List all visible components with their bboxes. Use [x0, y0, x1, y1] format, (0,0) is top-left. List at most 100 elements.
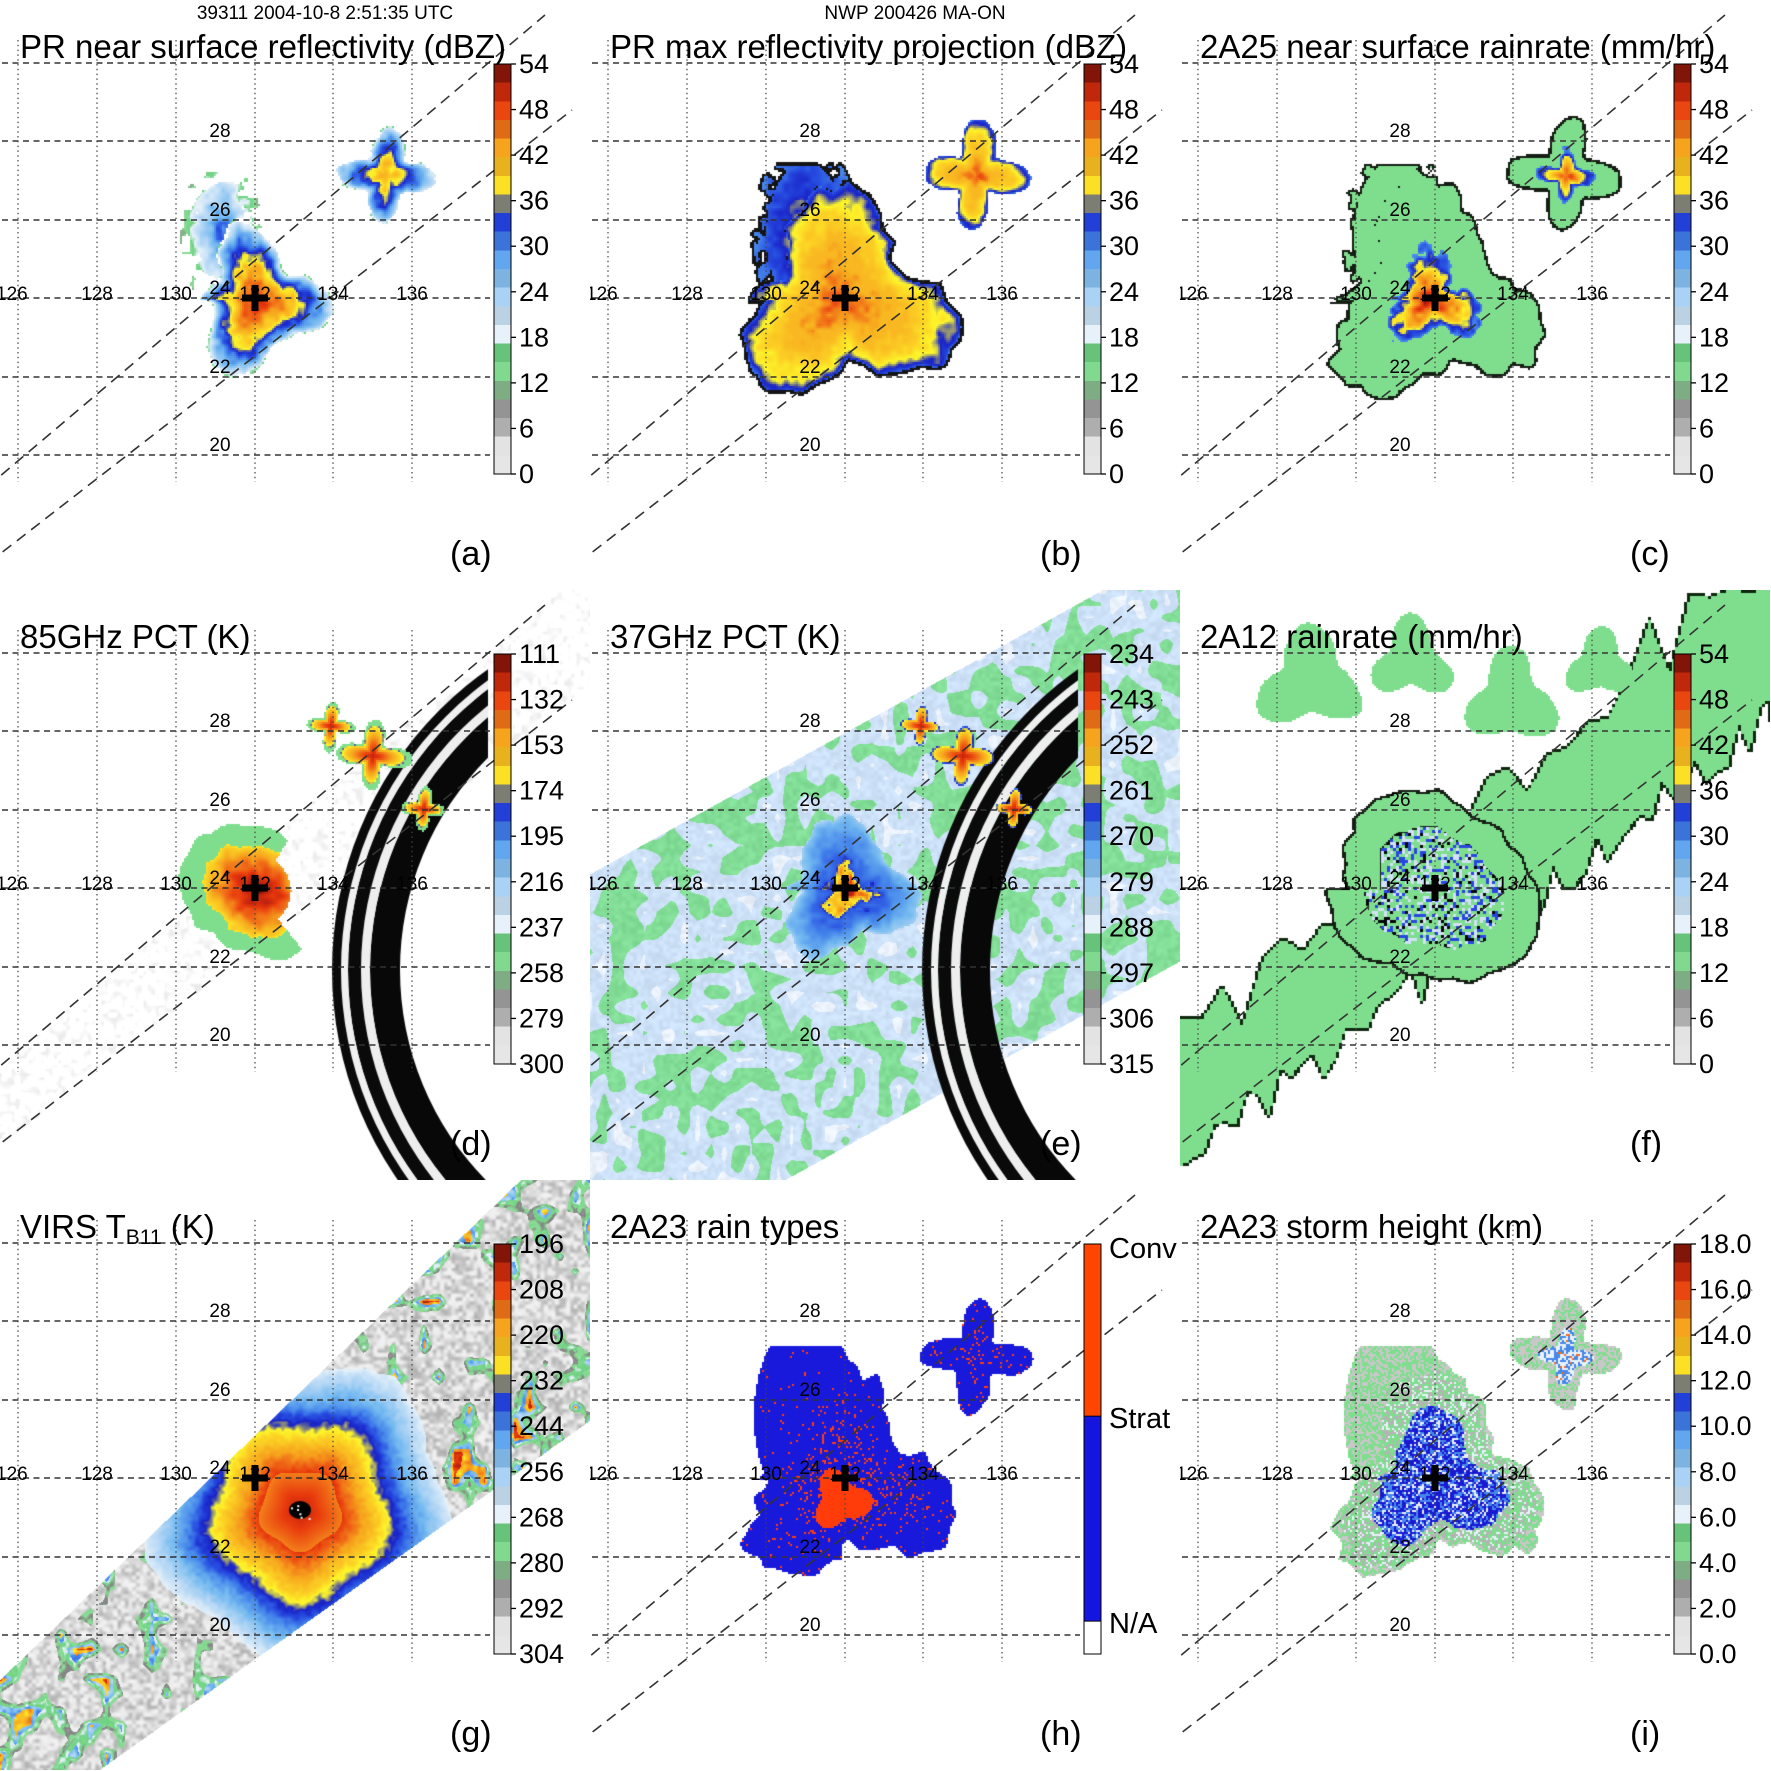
svg-text:128: 128: [671, 1464, 703, 1485]
svg-text:136: 136: [396, 284, 428, 305]
svg-text:270: 270: [1109, 821, 1154, 851]
svg-text:20: 20: [1389, 1615, 1410, 1636]
svg-text:22: 22: [1389, 947, 1410, 968]
svg-text:28: 28: [1389, 121, 1410, 142]
svg-text:130: 130: [750, 284, 782, 305]
svg-text:24: 24: [799, 278, 821, 299]
svg-text:22: 22: [1389, 1537, 1410, 1558]
svg-text:(g): (g): [450, 1715, 492, 1753]
svg-text:288: 288: [1109, 912, 1154, 942]
svg-text:130: 130: [160, 874, 192, 895]
svg-text:(b): (b): [1040, 535, 1082, 573]
svg-text:174: 174: [519, 776, 564, 806]
svg-text:20: 20: [799, 435, 820, 456]
svg-text:134: 134: [1497, 284, 1529, 305]
svg-text:28: 28: [209, 711, 230, 732]
svg-text:136: 136: [986, 1464, 1018, 1485]
svg-text:22: 22: [209, 357, 230, 378]
svg-text:36: 36: [1699, 776, 1729, 806]
svg-text:134: 134: [1497, 1464, 1529, 1485]
svg-text:28: 28: [799, 121, 820, 142]
svg-text:196: 196: [519, 1229, 564, 1259]
svg-text:26: 26: [799, 200, 820, 221]
svg-text:NWP 200426 MA-ON: NWP 200426 MA-ON: [824, 3, 1005, 24]
svg-text:24: 24: [1389, 1458, 1411, 1479]
svg-text:216: 216: [519, 867, 564, 897]
svg-text:126: 126: [1180, 874, 1208, 895]
svg-text:304: 304: [519, 1639, 564, 1669]
svg-text:258: 258: [519, 958, 564, 988]
svg-text:26: 26: [1389, 200, 1410, 221]
svg-text:134: 134: [907, 284, 939, 305]
svg-text:18: 18: [1699, 322, 1729, 352]
svg-text:24: 24: [1389, 278, 1411, 299]
svg-text:36: 36: [519, 186, 549, 216]
svg-text:128: 128: [671, 284, 703, 305]
svg-text:24: 24: [1389, 868, 1411, 889]
svg-text:292: 292: [519, 1593, 564, 1623]
svg-text:130: 130: [1340, 284, 1372, 305]
svg-text:128: 128: [671, 874, 703, 895]
svg-text:0: 0: [519, 459, 534, 489]
svg-text:42: 42: [1699, 730, 1729, 760]
svg-text:28: 28: [209, 121, 230, 142]
svg-text:VIRS TB11 (K): VIRS TB11 (K): [20, 1208, 215, 1249]
svg-text:42: 42: [519, 140, 549, 170]
svg-text:134: 134: [317, 1464, 349, 1485]
svg-text:Conv: Conv: [1109, 1233, 1177, 1265]
svg-text:16.0: 16.0: [1699, 1275, 1752, 1305]
svg-text:130: 130: [1340, 874, 1372, 895]
svg-text:N/A: N/A: [1109, 1608, 1158, 1640]
svg-text:234: 234: [1109, 639, 1154, 669]
svg-text:6: 6: [519, 413, 534, 443]
svg-text:28: 28: [1389, 1301, 1410, 1322]
svg-text:Strat: Strat: [1109, 1403, 1170, 1435]
svg-text:128: 128: [81, 284, 113, 305]
svg-text:26: 26: [209, 200, 230, 221]
svg-text:136: 136: [396, 874, 428, 895]
svg-text:2A25 near surface rainrate (mm: 2A25 near surface rainrate (mm/hr): [1200, 28, 1715, 65]
svg-text:2.0: 2.0: [1699, 1593, 1737, 1623]
svg-text:20: 20: [209, 435, 230, 456]
svg-text:2A23 storm height (km): 2A23 storm height (km): [1200, 1208, 1543, 1245]
svg-text:20: 20: [1389, 1025, 1410, 1046]
svg-text:6: 6: [1699, 1003, 1714, 1033]
svg-text:136: 136: [1576, 284, 1608, 305]
svg-text:18: 18: [1109, 322, 1139, 352]
svg-text:306: 306: [1109, 1003, 1154, 1033]
svg-text:28: 28: [799, 1301, 820, 1322]
svg-text:54: 54: [519, 49, 549, 79]
svg-text:128: 128: [1261, 874, 1293, 895]
svg-text:22: 22: [209, 947, 230, 968]
svg-text:126: 126: [1180, 1464, 1208, 1485]
svg-text:128: 128: [1261, 284, 1293, 305]
svg-text:126: 126: [590, 284, 618, 305]
svg-text:220: 220: [519, 1320, 564, 1350]
svg-text:261: 261: [1109, 776, 1154, 806]
svg-text:22: 22: [799, 947, 820, 968]
svg-text:(a): (a): [450, 535, 492, 573]
svg-text:279: 279: [1109, 867, 1154, 897]
svg-text:36: 36: [1109, 186, 1139, 216]
svg-text:22: 22: [799, 357, 820, 378]
svg-text:30: 30: [519, 231, 549, 261]
svg-text:24: 24: [1699, 867, 1729, 897]
svg-text:54: 54: [1699, 639, 1729, 669]
svg-text:10.0: 10.0: [1699, 1411, 1752, 1441]
svg-text:132: 132: [519, 685, 564, 715]
svg-text:42: 42: [1109, 140, 1139, 170]
svg-text:130: 130: [750, 1464, 782, 1485]
svg-text:297: 297: [1109, 958, 1154, 988]
svg-text:20: 20: [1389, 435, 1410, 456]
svg-text:126: 126: [1180, 284, 1208, 305]
svg-text:18: 18: [1699, 912, 1729, 942]
svg-text:134: 134: [907, 1464, 939, 1485]
svg-text:6: 6: [1699, 413, 1714, 443]
svg-text:0: 0: [1699, 1049, 1714, 1079]
svg-text:(e): (e): [1040, 1125, 1082, 1163]
svg-text:315: 315: [1109, 1049, 1154, 1079]
svg-text:12: 12: [1109, 368, 1139, 398]
svg-text:24: 24: [209, 868, 231, 889]
svg-text:42: 42: [1699, 140, 1729, 170]
svg-text:28: 28: [799, 711, 820, 732]
